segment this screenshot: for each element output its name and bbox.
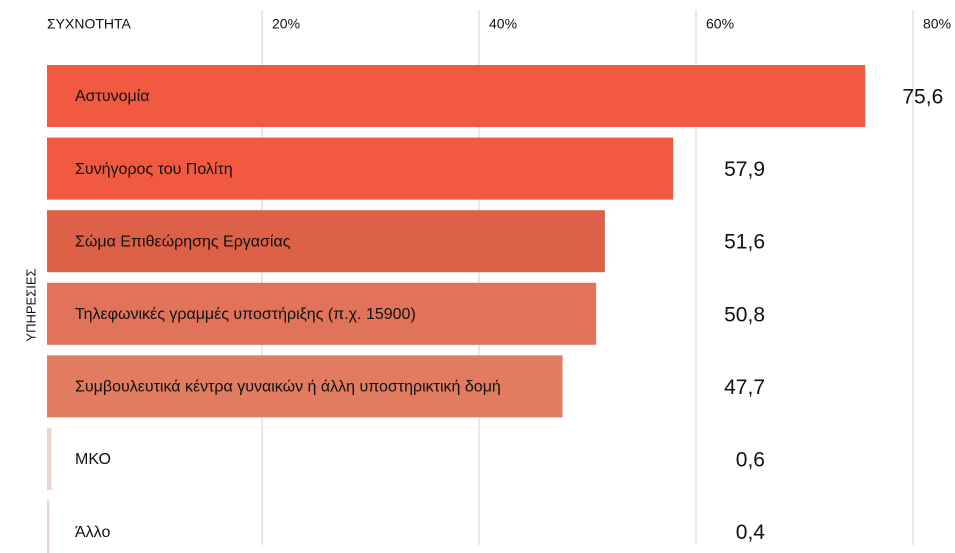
- x-tick-label: 20%: [272, 16, 300, 32]
- value-label: 0,4: [736, 521, 766, 544]
- category-label: ΜΚΟ: [75, 451, 111, 468]
- bar: [47, 355, 563, 418]
- category-label: Σώμα Επιθεώρησης Εργασίας: [75, 233, 291, 250]
- category-label: Άλλο: [75, 524, 110, 541]
- x-tick-label: 60%: [706, 16, 734, 32]
- value-label: 75,6: [902, 86, 943, 109]
- bar: [47, 65, 866, 127]
- bar: [47, 500, 50, 553]
- category-label: Συνήγορος του Πολίτη: [75, 161, 233, 178]
- bar: [47, 137, 674, 200]
- bar: [47, 282, 597, 345]
- value-label: 50,8: [724, 303, 765, 326]
- category-label: Τηλεφωνικές γραμμές υποστήριξης (π.χ. 15…: [75, 306, 416, 323]
- value-label: 57,9: [724, 158, 765, 181]
- bar: [47, 210, 605, 273]
- bar: [47, 428, 52, 490]
- category-label: Συμβουλευτικά κέντρα γυναικών ή άλλη υπο…: [75, 379, 501, 396]
- value-label: 51,6: [724, 231, 765, 254]
- category-label: Αστυνομία: [75, 88, 150, 105]
- value-label: 0,6: [736, 449, 765, 472]
- x-tick-label: 80%: [923, 16, 951, 32]
- y-axis-label: ΥΠΗΡΕΣΙΕΣ: [23, 268, 38, 341]
- x-axis-label: ΣΥΧΝΟΤΗΤΑ: [47, 16, 132, 32]
- x-tick-label: 40%: [489, 16, 517, 32]
- value-label: 47,7: [724, 376, 765, 399]
